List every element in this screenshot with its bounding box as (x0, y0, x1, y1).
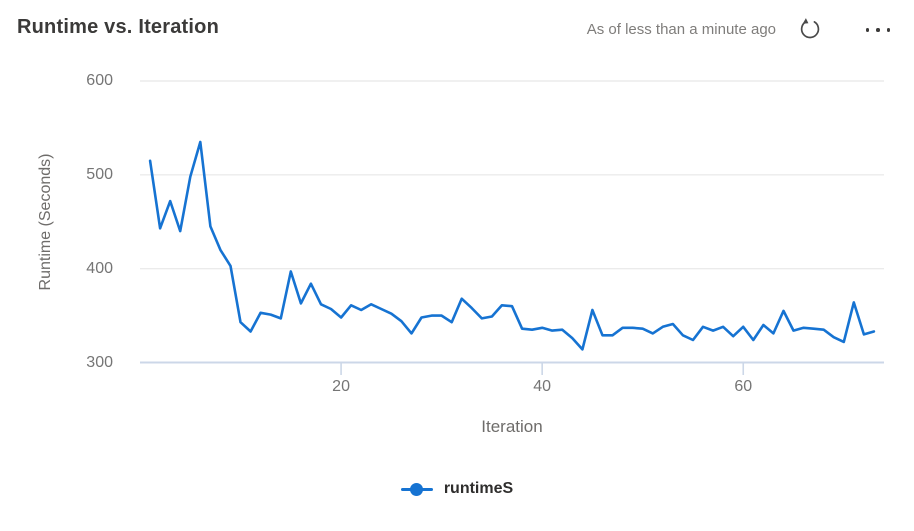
ellipsis-icon (865, 28, 870, 32)
y-tick-label: 500 (86, 165, 113, 183)
y-tick-label: 300 (86, 353, 113, 371)
ellipsis-icon (876, 28, 880, 32)
y-tick-label: 600 (86, 72, 113, 89)
x-tick-label: 20 (332, 378, 350, 395)
page-title: Runtime vs. Iteration (17, 16, 220, 38)
x-tick-label: 60 (734, 378, 753, 395)
refresh-button[interactable] (797, 17, 823, 43)
legend-label: runtimeS (443, 480, 514, 497)
more-options-button[interactable] (860, 20, 896, 40)
freshness-text: As of less than a minute ago (586, 21, 776, 38)
y-tick-label: 400 (86, 259, 113, 277)
ellipsis-icon (886, 28, 891, 32)
legend-marker-icon (400, 482, 433, 496)
x-tick-label: 40 (533, 378, 552, 395)
legend[interactable]: runtimeS (0, 480, 914, 498)
series-line-runtimeS (148, 140, 876, 351)
refresh-icon (800, 18, 820, 39)
x-axis-title: Iteration (481, 417, 543, 436)
